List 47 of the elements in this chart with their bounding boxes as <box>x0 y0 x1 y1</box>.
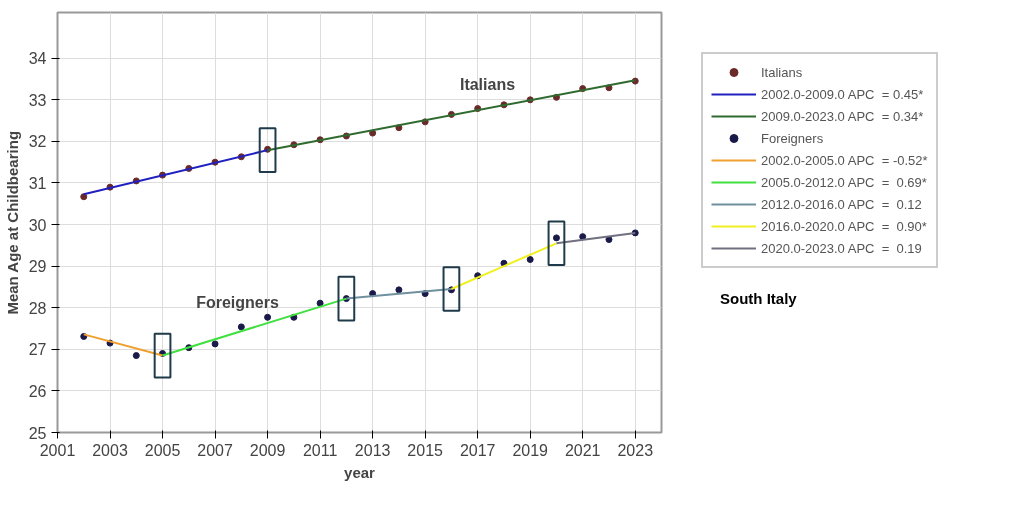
point <box>237 323 245 331</box>
x-tick-label: 2003 <box>92 441 128 459</box>
y-tick-label: 25 <box>28 424 47 442</box>
x-axis-title: year <box>344 463 376 481</box>
legend-label: 2005.0-2012.0 APC = 0.69* <box>761 174 927 190</box>
x-tick-label: 2007 <box>197 441 233 459</box>
legend-label: 2002.0-2009.0 APC = 0.45* <box>761 86 924 102</box>
point <box>211 340 219 348</box>
x-tick-label: 2011 <box>302 441 338 459</box>
x-tick-label: 2005 <box>144 441 181 459</box>
x-tick-label: 2017 <box>459 441 496 459</box>
x-tick-label: 2023 <box>617 441 654 459</box>
point <box>579 233 587 241</box>
point <box>395 286 403 294</box>
text: South Italy <box>720 289 797 309</box>
point <box>369 129 377 137</box>
y-tick-label: 28 <box>28 299 47 317</box>
x-tick-label: 2015 <box>407 441 444 459</box>
annotation: Foreigners <box>196 294 279 311</box>
legend-label: 2009.0-2023.0 APC = 0.34* <box>761 108 924 124</box>
x-tick-label: 2021 <box>564 441 601 459</box>
x-tick-label: 2009 <box>249 441 286 459</box>
legend-label: 2020.0-2023.0 APC = 0.19 <box>761 240 922 256</box>
legend-label: Italians <box>761 64 803 80</box>
y-tick-label: 27 <box>28 341 47 359</box>
point <box>526 256 534 263</box>
annotation: Italians <box>459 76 516 93</box>
y-tick-label: 31 <box>28 175 47 192</box>
x-tick-label: 2019 <box>512 441 549 459</box>
x-tick-label: 2001 <box>39 441 76 459</box>
x-tick-label: 2013 <box>354 441 391 459</box>
y-axis-title: Mean Age at Childbearing <box>3 130 21 315</box>
legend-label: 2016.0-2020.0 APC = 0.90* <box>761 218 927 234</box>
y-tick-label: 34 <box>28 50 47 68</box>
y-tick-label: 33 <box>28 91 47 109</box>
point <box>605 236 613 244</box>
point <box>132 352 140 360</box>
y-tick-label: 29 <box>28 258 47 276</box>
legend-label: 2012.0-2016.0 APC = 0.12 <box>761 196 922 212</box>
legend-label: 2002.0-2005.0 APC = -0.52* <box>761 152 928 168</box>
y-tick-label: 30 <box>28 216 47 234</box>
point <box>80 193 88 201</box>
y-tick-label: 32 <box>28 133 47 151</box>
point <box>316 299 324 307</box>
y-tick-label: 26 <box>28 382 47 400</box>
point <box>264 313 272 321</box>
legend-label: Foreigners <box>761 130 824 146</box>
